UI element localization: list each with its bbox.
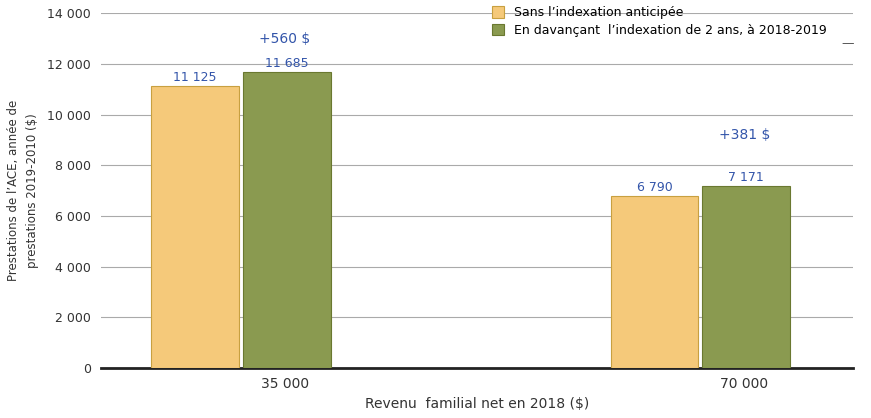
Bar (702, 186, 790, 368)
Bar (611, 196, 699, 368)
Bar (243, 72, 331, 368)
Text: +381 $: +381 $ (719, 128, 770, 142)
Text: —: — (841, 37, 854, 51)
Y-axis label: Prestations de l’ACE, année de
prestations 2019-2010 ($): Prestations de l’ACE, année de prestatio… (7, 100, 39, 281)
Bar (151, 86, 239, 368)
Text: +560 $: +560 $ (259, 32, 310, 46)
Text: 7 171: 7 171 (728, 171, 764, 184)
Legend: Sans l’indexation anticipée, En davançant  l’indexation de 2 ans, à 2018-2019: Sans l’indexation anticipée, En davançan… (492, 6, 827, 37)
Text: 11 125: 11 125 (173, 71, 217, 84)
Text: 6 790: 6 790 (637, 181, 672, 194)
X-axis label: Revenu  familial net en 2018 ($): Revenu familial net en 2018 ($) (365, 397, 589, 411)
Text: 11 685: 11 685 (265, 57, 308, 70)
